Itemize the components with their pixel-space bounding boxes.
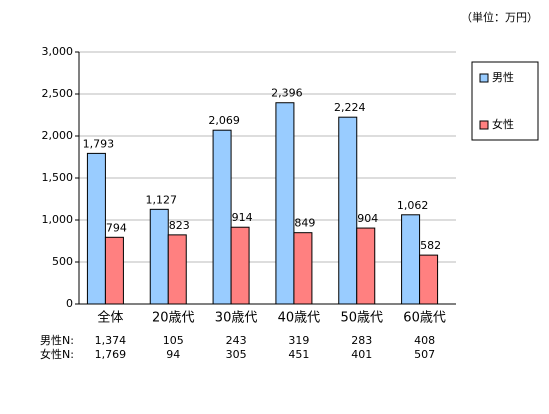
value-label: 794 <box>106 221 127 234</box>
x-tick-label: 20歳代 <box>152 311 195 326</box>
sample-size: 1,769 <box>95 348 127 361</box>
bar <box>212 129 232 305</box>
bar <box>419 254 439 305</box>
value-label: 1,127 <box>146 193 178 206</box>
value-label: 1,062 <box>397 199 429 212</box>
sample-size: 94 <box>166 348 180 361</box>
bar <box>275 102 295 305</box>
legend-swatch <box>479 120 489 130</box>
bar <box>86 152 106 305</box>
x-tick-label: 50歳代 <box>340 311 383 326</box>
value-label: 823 <box>169 219 190 232</box>
bar <box>149 208 169 305</box>
sample-size: 319 <box>288 334 309 347</box>
bar <box>293 232 313 305</box>
y-tick-label: 500 <box>52 255 73 268</box>
sample-size: 401 <box>351 348 372 361</box>
bar <box>167 234 187 305</box>
sample-size: 243 <box>226 334 247 347</box>
value-label: 2,069 <box>208 114 240 127</box>
sample-size-label: 男性N: <box>40 333 74 347</box>
value-label: 904 <box>357 212 378 225</box>
value-label: 2,224 <box>334 101 366 114</box>
legend-label: 女性 <box>492 117 514 131</box>
value-label: 1,793 <box>83 137 115 150</box>
value-label: 582 <box>420 239 441 252</box>
legend-label: 男性 <box>492 70 514 84</box>
bar <box>230 226 250 305</box>
unit-note: （単位：万円） <box>461 10 538 24</box>
value-label: 2,396 <box>271 87 303 100</box>
value-label: 914 <box>232 211 253 224</box>
sample-size: 408 <box>414 334 435 347</box>
bar <box>104 236 124 305</box>
sample-size: 305 <box>226 348 247 361</box>
legend-swatch <box>479 73 489 83</box>
sample-size-label: 女性N: <box>40 347 74 361</box>
y-tick-label: 0 <box>66 297 73 310</box>
sample-size: 105 <box>163 334 184 347</box>
sample-size: 283 <box>351 334 372 347</box>
y-tick-label: 2,500 <box>42 87 74 100</box>
x-tick-label: 60歳代 <box>403 311 446 326</box>
x-tick-label: 30歳代 <box>215 311 258 326</box>
x-tick-label: 全体 <box>97 310 123 326</box>
y-tick-label: 1,500 <box>42 171 74 184</box>
sample-size: 1,374 <box>95 334 127 347</box>
y-tick-label: 3,000 <box>42 45 74 58</box>
value-label: 849 <box>294 217 315 230</box>
sample-size: 451 <box>288 348 309 361</box>
y-tick-label: 1,000 <box>42 213 74 226</box>
bar <box>338 116 358 305</box>
bar <box>356 227 376 305</box>
sample-size: 507 <box>414 348 435 361</box>
x-tick-label: 40歳代 <box>278 311 321 326</box>
bar <box>401 214 421 305</box>
y-tick-label: 2,000 <box>42 129 74 142</box>
